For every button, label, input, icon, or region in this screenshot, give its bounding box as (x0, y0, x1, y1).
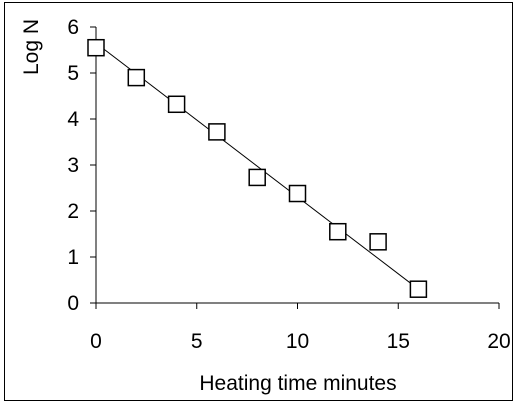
x-tick-label: 15 (387, 330, 410, 353)
trendline-group (95, 42, 419, 290)
data-point (127, 68, 146, 87)
x-tick-label: 5 (191, 330, 203, 353)
y-tick-label: 2 (67, 200, 79, 223)
data-point (369, 233, 387, 251)
data-point (288, 184, 307, 203)
x-tick-label: 10 (286, 330, 309, 353)
y-axis-label: Log N (20, 19, 43, 75)
y-tick-label: 6 (67, 16, 79, 39)
y-tick-label: 5 (67, 62, 79, 85)
y-tick-label: 1 (67, 246, 79, 269)
x-axis-label: Heating time minutes (199, 372, 396, 395)
y-tick-label: 3 (67, 154, 79, 177)
data-point (167, 95, 186, 114)
y-tick-label: 4 (67, 108, 79, 131)
data-points (87, 38, 428, 298)
trendline (95, 42, 419, 290)
x-tick-label: 20 (487, 330, 510, 353)
y-tick-label: 0 (67, 292, 79, 315)
data-point (329, 222, 347, 241)
axes: 0 1 2 3 4 5 6 0 5 10 15 20 (67, 16, 510, 353)
chart-frame (4, 2, 513, 401)
data-point (409, 280, 428, 298)
x-tick-label: 0 (90, 330, 102, 353)
data-point (87, 38, 105, 57)
data-point (248, 168, 266, 187)
data-point (208, 123, 226, 141)
